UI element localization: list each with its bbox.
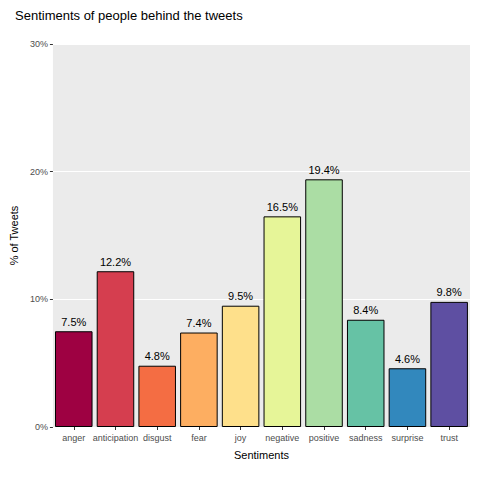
svg-text:4.8%: 4.8% — [145, 350, 170, 362]
svg-text:19.4%: 19.4% — [308, 164, 339, 176]
svg-text:negative: negative — [265, 433, 299, 443]
svg-text:positive: positive — [309, 433, 340, 443]
svg-text:fear: fear — [191, 433, 207, 443]
svg-text:30%: 30% — [30, 39, 48, 49]
svg-text:9.8%: 9.8% — [437, 286, 462, 298]
svg-text:20%: 20% — [30, 167, 48, 177]
svg-text:7.4%: 7.4% — [186, 317, 211, 329]
svg-text:Sentiments: Sentiments — [234, 449, 290, 461]
svg-text:sadness: sadness — [349, 433, 383, 443]
svg-text:0%: 0% — [35, 422, 48, 432]
svg-text:trust: trust — [440, 433, 458, 443]
svg-text:anticipation: anticipation — [93, 433, 139, 443]
svg-text:joy: joy — [234, 433, 247, 443]
svg-text:disgust: disgust — [143, 433, 172, 443]
svg-text:anger: anger — [62, 433, 85, 443]
svg-text:7.5%: 7.5% — [61, 316, 86, 328]
svg-text:12.2%: 12.2% — [100, 256, 131, 268]
svg-text:10%: 10% — [30, 294, 48, 304]
svg-text:% of Tweets: % of Tweets — [8, 205, 20, 265]
svg-text:4.6%: 4.6% — [395, 353, 420, 365]
svg-text:16.5%: 16.5% — [267, 201, 298, 213]
svg-text:8.4%: 8.4% — [353, 304, 378, 316]
svg-text:Sentiments of people behind th: Sentiments of people behind the tweets — [15, 8, 243, 23]
svg-text:surprise: surprise — [391, 433, 423, 443]
svg-text:9.5%: 9.5% — [228, 290, 253, 302]
